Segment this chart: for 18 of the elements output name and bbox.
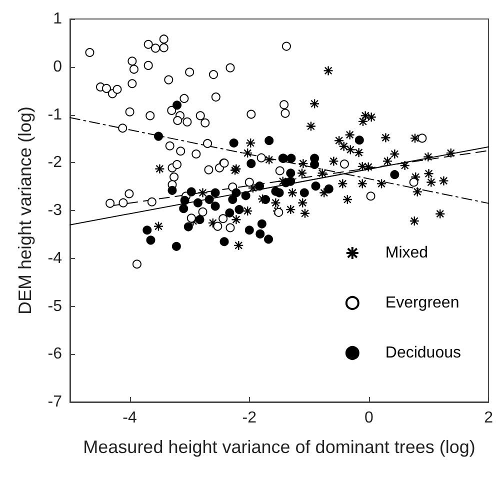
y-tick-label: -4: [48, 250, 62, 267]
legend-label: Mixed: [385, 244, 428, 262]
y-tick-label: -7: [48, 394, 62, 410]
x-tick-label: 2: [484, 410, 494, 426]
x-axis-title: Measured height variance of dominant trees (log): [83, 437, 476, 457]
x-tick-label: -2: [242, 410, 257, 426]
y-tick-label: -3: [48, 202, 62, 219]
y-tick-label: -2: [48, 154, 62, 172]
y-tick-label: 1: [53, 10, 62, 28]
y-tick-label: 0: [53, 58, 62, 76]
y-axis-title: DEM height variance (log): [15, 106, 35, 315]
y-tick-label: -1: [48, 106, 62, 124]
y-tick-label: -6: [48, 346, 62, 363]
x-tick-label: -4: [122, 410, 138, 426]
y-tick-label: -5: [48, 298, 62, 315]
legend-label: Deciduous: [385, 344, 462, 362]
x-tick-label: 0: [364, 410, 374, 426]
legend-label: Evergreen: [385, 294, 460, 312]
